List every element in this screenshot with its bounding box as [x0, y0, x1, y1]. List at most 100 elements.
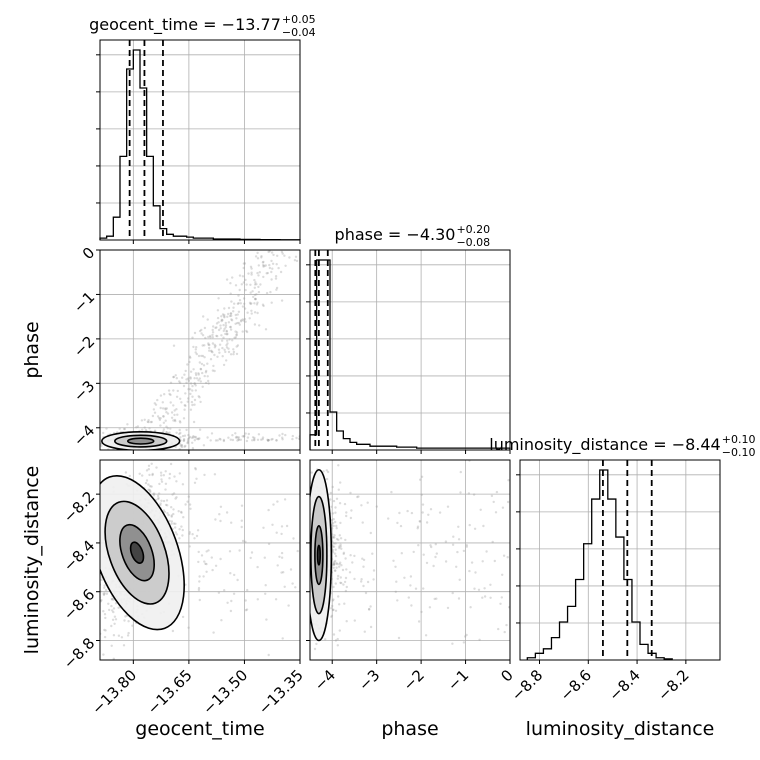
scatter-phase-vs-luminosity_distance-point [345, 620, 348, 623]
scatter-phase-vs-luminosity_distance-point [331, 549, 334, 552]
scatter-geocent_time-vs-luminosity_distance-point [238, 549, 241, 552]
scatter-phase-vs-luminosity_distance-point [421, 511, 424, 514]
hist-phase-title-minus: −0.08 [456, 236, 490, 249]
scatter-geocent_time-vs-phase-point [240, 319, 243, 322]
scatter-geocent_time-vs-luminosity_distance-point [157, 497, 160, 501]
scatter-phase-vs-luminosity_distance-frame [309, 459, 511, 661]
scatter-geocent_time-vs-phase-point [271, 262, 275, 265]
scatter-phase-vs-luminosity_distance-point [307, 615, 309, 617]
scatter-geocent_time-vs-phase-point [228, 338, 231, 341]
scatter-geocent_time-vs-phase-point [201, 385, 204, 388]
scatter-phase-vs-luminosity_distance-point [306, 531, 308, 533]
scatter-geocent_time-vs-phase-point [175, 431, 178, 434]
scatter-geocent_time-vs-phase-point [237, 438, 240, 442]
hist-luminosity_distance-title-prefix: luminosity_distance = −8.44 [489, 435, 720, 455]
scatter-geocent_time-vs-luminosity_distance-point [219, 557, 222, 561]
scatter-geocent_time-vs-phase-point [239, 320, 243, 323]
scatter-geocent_time-vs-luminosity_distance-point [188, 503, 192, 506]
scatter-geocent_time-vs-phase-point [185, 378, 188, 381]
scatter-phase-vs-luminosity_distance-point [300, 599, 302, 601]
scatter-geocent_time-vs-phase-point [170, 411, 174, 414]
scatter-phase-vs-luminosity_distance-grid [310, 460, 511, 660]
scatter-phase-vs-luminosity_distance-point [334, 511, 337, 514]
ytick-label-luminosity_distance-3: −8.2 [60, 488, 98, 526]
scatter-geocent_time-vs-phase-point [216, 309, 220, 312]
scatter-geocent_time-vs-phase-point [90, 452, 92, 454]
scatter-geocent_time-vs-luminosity_distance-point [197, 586, 201, 590]
scatter-geocent_time-vs-phase-contours [101, 430, 181, 450]
scatter-phase-vs-luminosity_distance-point [303, 539, 305, 541]
scatter-phase-vs-luminosity_distance-point [477, 588, 481, 591]
scatter-geocent_time-vs-luminosity_distance-point [275, 531, 278, 534]
scatter-geocent_time-vs-luminosity_distance-point [103, 584, 106, 587]
scatter-geocent_time-vs-phase-point [222, 329, 225, 333]
scatter-geocent_time-vs-phase-point [213, 369, 216, 373]
scatter-phase-vs-luminosity_distance-point [397, 636, 401, 640]
scatter-geocent_time-vs-phase-point [145, 453, 147, 455]
scatter-geocent_time-vs-luminosity_distance-point [195, 534, 199, 538]
scatter-geocent_time-vs-phase-point [254, 281, 257, 284]
scatter-phase-vs-luminosity_distance-point [342, 552, 345, 556]
scatter-phase-vs-luminosity_distance-point [336, 637, 339, 641]
scatter-phase-vs-luminosity_distance-point [331, 522, 335, 525]
scatter-phase-vs-luminosity_distance-point [424, 634, 428, 637]
scatter-phase-vs-luminosity_distance-point [332, 585, 335, 589]
scatter-phase-vs-luminosity_distance-point [394, 590, 397, 593]
scatter-geocent_time-vs-phase-point [217, 348, 221, 351]
scatter-geocent_time-vs-phase-point [179, 444, 182, 447]
scatter-phase-vs-luminosity_distance-point [457, 597, 461, 600]
scatter-geocent_time-vs-phase-point [202, 315, 205, 318]
scatter-phase-vs-luminosity_distance-point [307, 572, 309, 574]
scatter-geocent_time-vs-luminosity_distance-point [164, 470, 167, 473]
scatter-geocent_time-vs-luminosity_distance-point [131, 624, 134, 627]
scatter-geocent_time-vs-phase-point [175, 408, 178, 411]
scatter-geocent_time-vs-luminosity_distance-point [162, 474, 165, 477]
scatter-geocent_time-vs-luminosity_distance-point [110, 644, 113, 647]
scatter-phase-vs-luminosity_distance-point [307, 519, 309, 521]
scatter-phase-vs-luminosity_distance-point [366, 580, 370, 584]
scatter-geocent_time-vs-luminosity_distance-point [150, 485, 153, 488]
scatter-geocent_time-vs-luminosity_distance-point [147, 488, 150, 491]
scatter-phase-vs-luminosity_distance-point [435, 597, 438, 600]
scatter-phase-vs-luminosity_distance-point [366, 501, 369, 504]
scatter-geocent_time-vs-luminosity_distance-point [211, 568, 214, 572]
scatter-geocent_time-vs-phase-point [192, 420, 196, 424]
scatter-geocent_time-vs-luminosity_distance-point [93, 575, 95, 577]
scatter-geocent_time-vs-phase-point [164, 407, 167, 410]
scatter-geocent_time-vs-phase-point [270, 278, 273, 281]
scatter-phase-vs-luminosity_distance-contour-3 [316, 544, 322, 566]
scatter-geocent_time-vs-phase-point [245, 283, 248, 286]
scatter-phase-vs-luminosity_distance-point [304, 605, 306, 607]
scatter-geocent_time-vs-phase-point [204, 371, 208, 374]
scatter-geocent_time-vs-phase-point [226, 332, 229, 336]
scatter-phase-vs-luminosity_distance-point [292, 546, 294, 548]
scatter-geocent_time-vs-luminosity_distance-point [250, 551, 254, 554]
scatter-phase-vs-luminosity_distance-point [506, 500, 510, 504]
scatter-geocent_time-vs-phase-point [187, 433, 190, 437]
scatter-geocent_time-vs-phase-point [274, 275, 278, 278]
scatter-geocent_time-vs-phase-point [173, 413, 176, 417]
scatter-geocent_time-vs-phase-point [162, 421, 166, 424]
scatter-geocent_time-vs-luminosity_distance-point [168, 519, 171, 523]
scatter-geocent_time-vs-luminosity_distance-point [159, 502, 162, 505]
scatter-geocent_time-vs-phase-point [229, 328, 233, 331]
scatter-geocent_time-vs-luminosity_distance-point [244, 599, 247, 602]
ytick-label-phase-2: −2 [70, 333, 98, 361]
scatter-geocent_time-vs-phase-point [206, 362, 209, 365]
scatter-phase-vs-luminosity_distance-point [369, 605, 372, 608]
scatter-geocent_time-vs-phase-point [264, 264, 267, 267]
scatter-geocent_time-vs-phase-point [202, 444, 206, 447]
scatter-geocent_time-vs-phase-point [212, 364, 215, 368]
scatter-phase-vs-luminosity_distance-point [407, 596, 410, 599]
scatter-geocent_time-vs-phase-point [249, 291, 252, 294]
scatter-geocent_time-vs-luminosity_distance-point [157, 492, 161, 495]
scatter-geocent_time-vs-phase-point [215, 334, 218, 338]
scatter-geocent_time-vs-phase-point [218, 351, 221, 354]
scatter-geocent_time-vs-phase-point [180, 445, 184, 449]
scatter-geocent_time-vs-phase-point [189, 392, 192, 396]
scatter-geocent_time-vs-phase-point [238, 323, 241, 326]
scatter-geocent_time-vs-phase-point [254, 255, 258, 258]
scatter-geocent_time-vs-luminosity_distance-point [188, 532, 191, 536]
scatter-geocent_time-vs-phase-point [186, 438, 190, 441]
scatter-phase-vs-luminosity_distance-point [420, 493, 423, 496]
